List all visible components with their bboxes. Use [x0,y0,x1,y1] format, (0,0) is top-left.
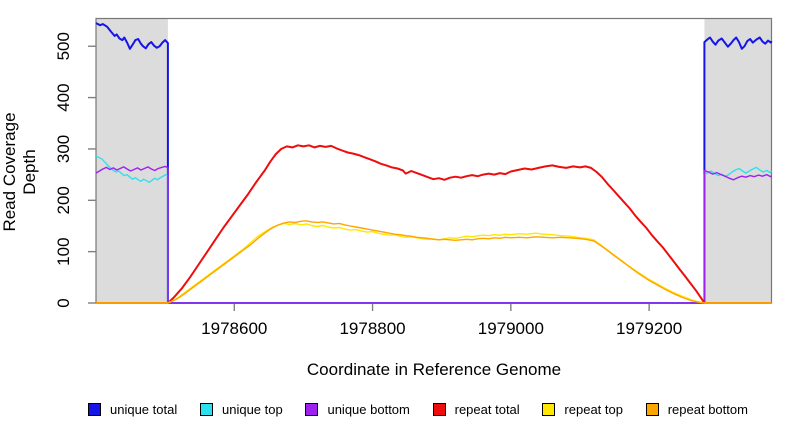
legend-label: unique total [110,401,178,417]
shaded-region [96,18,168,303]
legend-item-unique-bottom: unique bottom [305,401,410,417]
legend-item-unique-total: unique total [88,402,177,417]
legend-label: unique bottom [327,401,410,417]
y-tick-label: 0 [54,298,73,307]
shaded-region [704,18,772,303]
series-line-repeat-top [96,222,772,304]
legend-label: repeat bottom [667,401,748,417]
x-tick-label: 1979200 [616,319,682,338]
legend-label: repeat top [564,401,623,417]
legend-item-unique-top: unique top [199,401,283,417]
legend-swatch-icon [432,402,446,416]
y-tick-label: 400 [54,83,73,111]
x-tick-label: 1978800 [339,319,405,338]
x-tick-label: 1978600 [201,319,267,338]
x-axis-title: Coordinate in Reference Genome [306,360,562,379]
series-line-unique-top [95,155,773,304]
legend-item-repeat-bottom: repeat bottom [645,401,748,417]
legend: unique total unique top unique bottom repea… [88,399,748,419]
y-tick-label: 500 [54,32,73,60]
legend-swatch-icon [88,402,101,416]
legend-item-repeat-total: repeat total [432,401,520,417]
legend-item-repeat-top: repeat top [542,402,623,417]
x-tick-label: 1979000 [478,319,544,338]
series-line-repeat-total [96,144,772,304]
y-tick-label: 200 [54,186,73,214]
series-line-unique-total [95,22,773,304]
legend-label: unique top [221,401,283,417]
y-tick-label: 300 [54,135,73,163]
y-tick-label: 100 [54,237,73,265]
legend-label: repeat total [454,401,520,417]
plot-box [95,17,773,304]
series-line-repeat-bottom [96,220,772,304]
legend-swatch-icon [305,402,319,416]
y-axis-title: Read Coverage Depth [0,112,39,232]
legend-swatch-icon [542,402,556,416]
legend-swatch-icon [199,402,213,416]
series-line-unique-bottom [95,165,773,304]
legend-swatch-icon [645,402,659,416]
